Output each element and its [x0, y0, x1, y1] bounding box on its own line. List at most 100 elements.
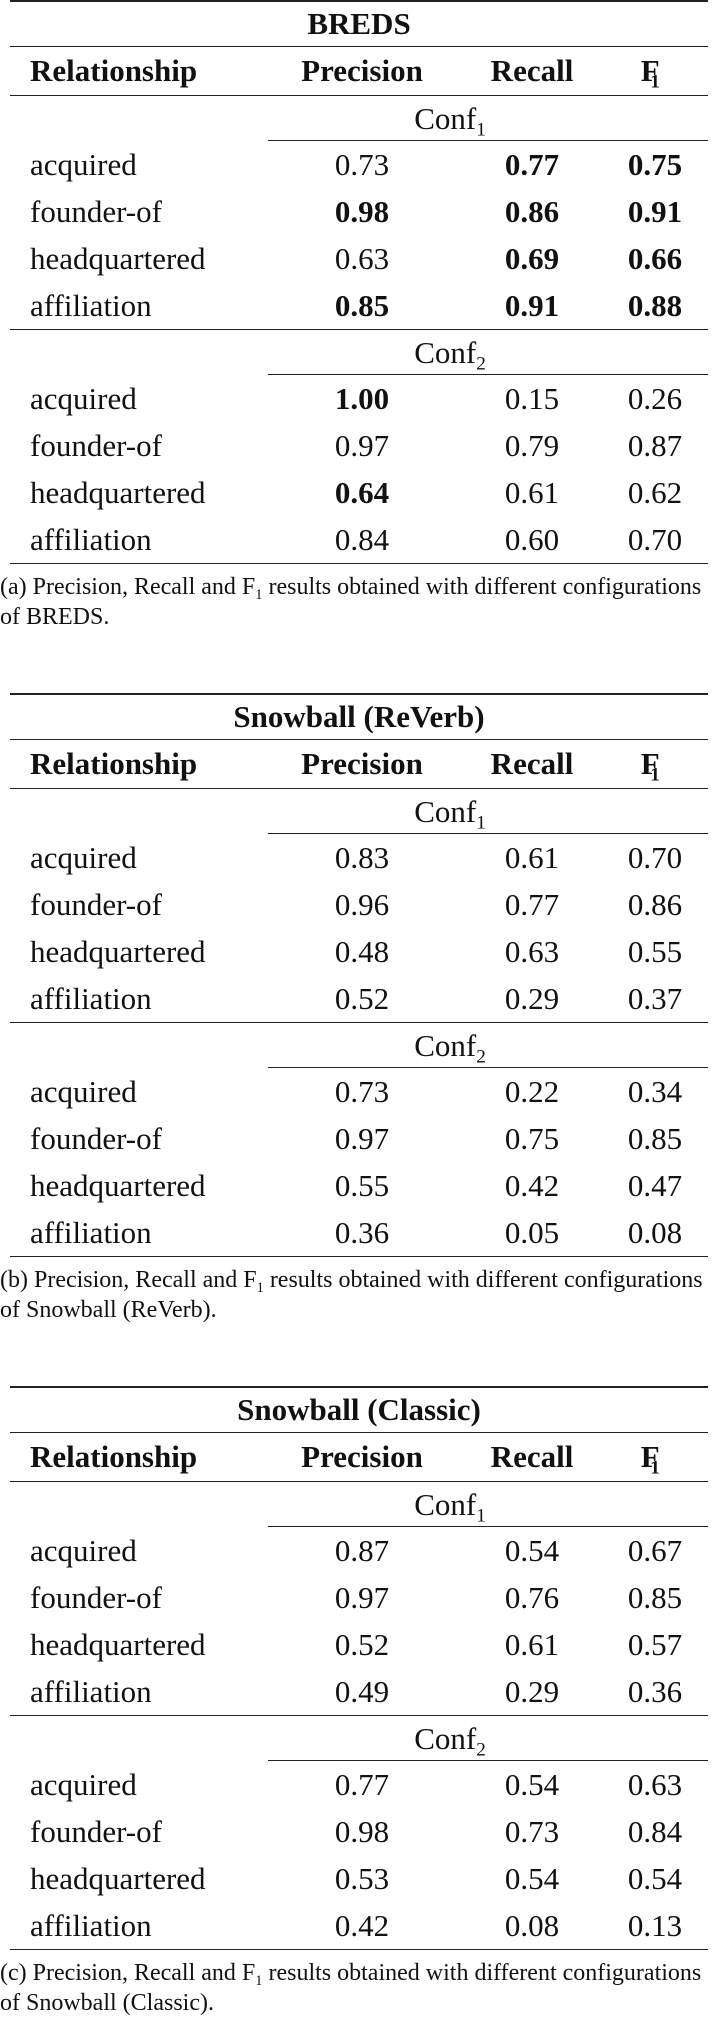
config-header: Conf2	[10, 1023, 708, 1068]
precision-cell: 0.87	[334, 1533, 390, 1568]
table-row: affiliation 0.52 0.29 0.37	[10, 975, 708, 1022]
recall-cell: 0.63	[504, 934, 560, 969]
relationship-cell: headquartered	[30, 934, 206, 969]
config-rule	[268, 1067, 708, 1068]
top-rule	[10, 693, 708, 695]
relationship-cell: acquired	[30, 1074, 137, 1109]
config-rule	[268, 1760, 708, 1761]
table-row: headquartered 0.64 0.61 0.62	[10, 469, 708, 516]
table-row: affiliation 0.85 0.91 0.88	[10, 282, 708, 329]
recall-cell: 0.69	[504, 241, 560, 276]
table-caption: (a) Precision, Recall and F1 results obt…	[0, 574, 702, 630]
header-recall: Recall	[490, 1439, 574, 1474]
f1-cell: 0.47	[627, 1168, 683, 1203]
relationship-cell: founder-of	[30, 1121, 162, 1156]
config-group: Conf2 acquired 1.00 0.15 0.26 founder-of…	[10, 330, 708, 564]
results-table: Snowball (Classic) Relationship Precisio…	[10, 1386, 708, 1950]
recall-cell: 0.77	[504, 147, 560, 182]
header-relationship: Relationship	[30, 746, 198, 781]
table-row: acquired 0.73 0.77 0.75	[10, 141, 708, 188]
recall-cell: 0.61	[504, 1627, 560, 1662]
precision-cell: 0.36	[334, 1215, 390, 1250]
relationship-cell: affiliation	[30, 1215, 152, 1250]
table-row: headquartered 0.55 0.42 0.47	[10, 1162, 708, 1209]
table-row: founder-of 0.98 0.86 0.91	[10, 188, 708, 235]
config-header: Conf2	[10, 330, 708, 375]
config-group: Conf1 acquired 0.87 0.54 0.67 founder-of…	[10, 1482, 708, 1716]
recall-cell: 0.77	[504, 887, 560, 922]
recall-cell: 0.61	[504, 475, 560, 510]
f1-cell: 0.34	[627, 1074, 683, 1109]
precision-cell: 0.42	[334, 1908, 390, 1943]
f1-cell: 0.57	[627, 1627, 683, 1662]
table-row: acquired 0.77 0.54 0.63	[10, 1761, 708, 1808]
recall-cell: 0.91	[504, 288, 560, 323]
precision-cell: 0.77	[334, 1767, 390, 1802]
header-recall: Recall	[490, 53, 574, 88]
table-caption: (b) Precision, Recall and F1 results obt…	[0, 1267, 703, 1323]
recall-cell: 0.60	[504, 522, 560, 557]
f1-cell: 0.37	[627, 981, 683, 1016]
relationship-cell: acquired	[30, 1767, 137, 1802]
f1-cell: 0.62	[627, 475, 683, 510]
config-label: Conf1	[414, 794, 486, 834]
f1-cell: 0.86	[627, 887, 683, 922]
f1-cell: 0.75	[627, 147, 683, 182]
table-row: affiliation 0.49 0.29 0.36	[10, 1668, 708, 1715]
recall-cell: 0.73	[504, 1814, 560, 1849]
table-row: affiliation 0.42 0.08 0.13	[10, 1902, 708, 1949]
recall-cell: 0.86	[504, 194, 560, 229]
precision-cell: 0.98	[334, 1814, 390, 1849]
table-title: Snowball (ReVerb)	[233, 699, 485, 734]
table-row: affiliation 0.84 0.60 0.70	[10, 516, 708, 563]
relationship-cell: affiliation	[30, 288, 152, 323]
relationship-cell: acquired	[30, 147, 137, 182]
precision-cell: 0.97	[334, 1580, 390, 1615]
table-row: headquartered 0.63 0.69 0.66	[10, 235, 708, 282]
recall-cell: 0.54	[504, 1861, 560, 1896]
f1-cell: 0.55	[627, 934, 683, 969]
config-group: Conf2 acquired 0.77 0.54 0.63 founder-of…	[10, 1716, 708, 1950]
config-group: Conf2 acquired 0.73 0.22 0.34 founder-of…	[10, 1023, 708, 1257]
group-bottom-rule	[10, 1949, 708, 1950]
config-label: Conf1	[414, 101, 486, 141]
recall-cell: 0.79	[504, 428, 560, 463]
table-b-block: Snowball (ReVerb) Relationship Precision…	[0, 693, 717, 1325]
group-container: Conf1 acquired 0.73 0.77 0.75 founder-of…	[10, 96, 708, 564]
f1-cell: 0.54	[627, 1861, 683, 1896]
f1-cell: 0.08	[627, 1215, 683, 1250]
precision-cell: 0.52	[334, 1627, 390, 1662]
config-header: Conf1	[10, 96, 708, 141]
precision-cell: 0.85	[334, 288, 390, 323]
title-rule	[10, 1432, 708, 1433]
config-header: Conf1	[10, 789, 708, 834]
relationship-cell: founder-of	[30, 887, 162, 922]
table-row: affiliation 0.36 0.05 0.08	[10, 1209, 708, 1256]
f1-cell: 0.36	[627, 1674, 683, 1709]
header-rule	[10, 1481, 708, 1482]
title-rule	[10, 46, 708, 47]
header-precision: Precision	[301, 746, 423, 781]
relationship-cell: affiliation	[30, 1908, 152, 1943]
results-table: Snowball (ReVerb) Relationship Precision…	[10, 693, 708, 1257]
f1-cell: 0.13	[627, 1908, 683, 1943]
relationship-cell: affiliation	[30, 522, 152, 557]
precision-cell: 0.55	[334, 1168, 390, 1203]
precision-cell: 0.49	[334, 1674, 390, 1709]
header-precision: Precision	[301, 53, 423, 88]
relationship-cell: affiliation	[30, 981, 152, 1016]
precision-cell: 0.83	[334, 840, 390, 875]
precision-cell: 0.97	[334, 1121, 390, 1156]
header-relationship: Relationship	[30, 53, 198, 88]
precision-cell: 0.73	[334, 147, 390, 182]
f1-cell: 0.88	[627, 288, 683, 323]
table-row: acquired 1.00 0.15 0.26	[10, 375, 708, 422]
precision-cell: 0.98	[334, 194, 390, 229]
precision-cell: 0.53	[334, 1861, 390, 1896]
f1-cell: 0.91	[627, 194, 683, 229]
relationship-cell: acquired	[30, 840, 137, 875]
recall-cell: 0.29	[504, 1674, 560, 1709]
header-relationship: Relationship	[30, 1439, 198, 1474]
